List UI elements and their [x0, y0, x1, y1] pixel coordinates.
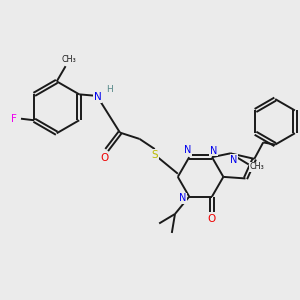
Text: F: F	[11, 114, 17, 124]
Text: S: S	[152, 150, 158, 160]
Text: N: N	[178, 193, 186, 203]
Text: H: H	[106, 85, 113, 94]
Text: CH₃: CH₃	[62, 55, 77, 64]
Text: O: O	[100, 153, 108, 163]
Text: O: O	[208, 214, 216, 224]
Text: N: N	[184, 145, 191, 155]
Text: N: N	[210, 146, 217, 156]
Text: CH₃: CH₃	[250, 163, 265, 172]
Text: N: N	[230, 155, 238, 165]
Text: N: N	[94, 92, 101, 102]
